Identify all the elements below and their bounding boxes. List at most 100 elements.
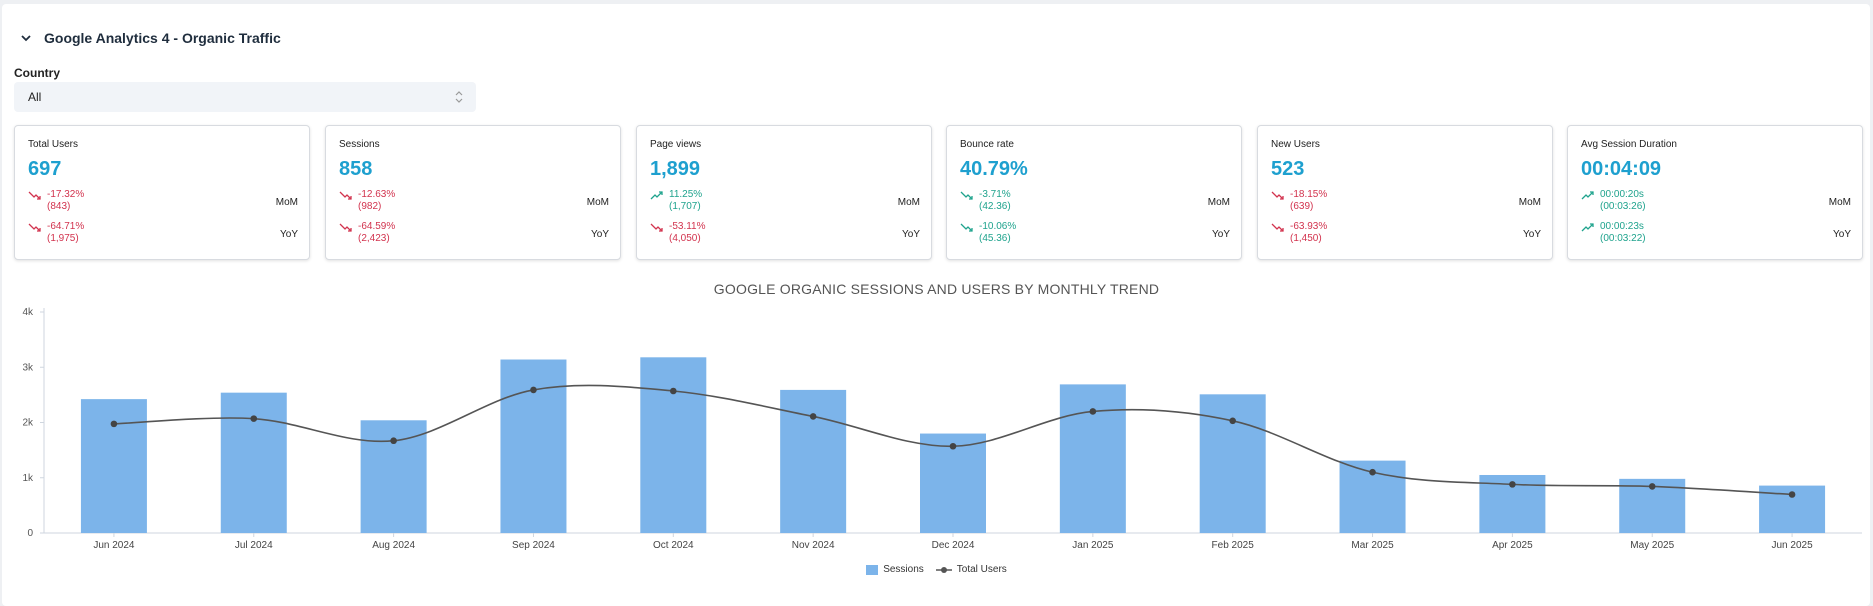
sessions-bar[interactable]: [640, 357, 707, 533]
y-tick-label: 2k: [22, 418, 34, 429]
mom-previous: (639): [1290, 201, 1314, 212]
sessions-bar[interactable]: [1059, 384, 1126, 533]
trend-up-icon: [1581, 223, 1594, 232]
yoy-label: YoY: [902, 229, 920, 240]
sessions-bar[interactable]: [920, 433, 986, 533]
total-users-point[interactable]: [250, 415, 258, 422]
kpi-card-sessions[interactable]: Sessions 858 -12.63% (982) MoM -64.59% (2,423)…: [325, 125, 621, 260]
mom-label: MoM: [897, 197, 920, 208]
total-users-point[interactable]: [110, 420, 118, 428]
yoy-percent: -64.71%: [47, 221, 85, 232]
chevron-down-icon[interactable]: [20, 32, 32, 44]
country-select-value: All: [28, 90, 42, 104]
yoy-label: YoY: [1212, 229, 1230, 240]
section-title: Google Analytics 4 - Organic Traffic: [44, 30, 281, 46]
x-tick-label: Jun 2025: [1771, 540, 1813, 551]
kpi-card-avg-session-duration[interactable]: Avg Session Duration 00:04:09 00:00:20s (00…: [1567, 125, 1863, 260]
mom-label: MoM: [1207, 197, 1230, 208]
mom-percent: -12.63%: [358, 189, 396, 200]
kpi-value: 40.79%: [960, 158, 1028, 180]
legend-item-total-users[interactable]: Total Users: [935, 564, 1007, 575]
kpi-card-total-users[interactable]: Total Users 697 -17.32% (843) MoM -64.71% (1,9…: [14, 125, 310, 260]
sessions-bar[interactable]: [80, 399, 147, 533]
yoy-percent: -10.06%: [979, 221, 1017, 232]
x-tick-label: Oct 2024: [653, 540, 694, 551]
x-tick-label: Jan 2025: [1072, 540, 1114, 551]
total-users-point[interactable]: [390, 437, 397, 445]
mom-change: 11.25% (1,707) MoM: [650, 189, 920, 213]
yoy-previous: (1,450): [1290, 233, 1322, 244]
yoy-previous: (4,050): [669, 233, 701, 244]
sessions-users-chart: 0 1k 2k 3k 4k Jun 2024 Jul 2024 Aug 2024 Sep 202…: [22, 307, 1862, 551]
section-header[interactable]: Google Analytics 4 - Organic Traffic: [20, 28, 281, 48]
total-users-point[interactable]: [809, 413, 817, 420]
mom-label: MoM: [275, 197, 298, 208]
x-tick-label: Dec 2024: [932, 540, 975, 551]
total-users-point[interactable]: [1788, 491, 1796, 498]
mom-change: -18.15% (639) MoM: [1271, 189, 1541, 213]
total-users-point[interactable]: [949, 442, 957, 450]
trend-down-icon: [650, 223, 663, 232]
yoy-previous: (00:03:22): [1600, 233, 1646, 244]
trend-down-icon: [960, 191, 973, 200]
total-users-point[interactable]: [670, 387, 677, 395]
trend-down-icon: [339, 223, 352, 232]
kpi-title: Page views: [650, 139, 702, 150]
yoy-percent: 00:00:23s: [1600, 221, 1644, 232]
total-users-point[interactable]: [1089, 408, 1097, 415]
sessions-bar[interactable]: [360, 420, 427, 533]
select-arrows-icon: [455, 91, 463, 103]
kpi-value: 1,899: [650, 158, 701, 180]
kpi-title: Total Users: [28, 139, 79, 150]
x-tick-label: Feb 2025: [1212, 540, 1255, 551]
kpi-value: 858: [339, 158, 373, 180]
trend-down-icon: [28, 191, 41, 200]
mom-previous: (42.36): [979, 201, 1011, 212]
legend-item-sessions[interactable]: Sessions: [866, 564, 924, 575]
total-users-point[interactable]: [1369, 468, 1376, 476]
total-users-point[interactable]: [1229, 417, 1236, 425]
y-tick-label: 1k: [22, 473, 34, 484]
yoy-label: YoY: [1523, 229, 1541, 240]
yoy-change: -64.59% (2,423) YoY: [339, 221, 609, 245]
sessions-bar[interactable]: [220, 392, 287, 533]
yoy-label: YoY: [591, 229, 609, 240]
yoy-percent: -63.93%: [1290, 221, 1328, 232]
legend-label-total-users: Total Users: [956, 564, 1007, 575]
yoy-change: -63.93% (1,450) YoY: [1271, 221, 1541, 245]
x-tick-label: Mar 2025: [1351, 540, 1394, 551]
kpi-title: Bounce rate: [960, 139, 1014, 150]
kpi-card-page-views[interactable]: Page views 1,899 11.25% (1,707) MoM -53.11% (4…: [636, 125, 932, 260]
legend-label-sessions: Sessions: [883, 564, 924, 575]
kpi-card-new-users[interactable]: New Users 523 -18.15% (639) MoM -63.93% (1,450…: [1257, 125, 1553, 260]
total-users-point[interactable]: [530, 386, 537, 394]
mom-label: MoM: [586, 197, 609, 208]
kpi-title: New Users: [1271, 139, 1320, 150]
trend-up-icon: [650, 191, 663, 200]
mom-previous: (982): [358, 201, 382, 212]
yoy-change: -64.71% (1,975) YoY: [28, 221, 298, 245]
mom-change: -17.32% (843) MoM: [28, 189, 298, 213]
total-users-point[interactable]: [1648, 483, 1656, 490]
yoy-previous: (45.36): [979, 233, 1011, 244]
mom-previous: (1,707): [669, 201, 701, 212]
kpi-card-bounce-rate[interactable]: Bounce rate 40.79% -3.71% (42.36) MoM -10.06%…: [946, 125, 1242, 260]
mom-percent: 00:00:20s: [1600, 189, 1644, 200]
x-tick-label: Aug 2024: [372, 540, 415, 551]
mom-percent: -3.71%: [979, 189, 1011, 200]
trend-down-icon: [960, 223, 973, 232]
x-tick-label: Jun 2024: [93, 540, 135, 551]
trend-down-icon: [1271, 223, 1284, 232]
yoy-previous: (1,975): [47, 233, 79, 244]
kpi-value: 523: [1271, 158, 1305, 180]
country-select[interactable]: All: [14, 82, 476, 112]
chart-legend: Sessions Total Users: [0, 564, 1873, 575]
mom-label: MoM: [1518, 197, 1541, 208]
y-tick-label: 3k: [22, 362, 34, 373]
sessions-bar[interactable]: [500, 359, 567, 533]
legend-swatch-bar: [866, 564, 879, 575]
sessions-bar[interactable]: [1199, 394, 1266, 533]
mom-label: MoM: [1828, 197, 1851, 208]
total-users-point[interactable]: [1509, 481, 1516, 488]
chart-title: GOOGLE ORGANIC SESSIONS AND USERS BY MON…: [713, 281, 1160, 297]
